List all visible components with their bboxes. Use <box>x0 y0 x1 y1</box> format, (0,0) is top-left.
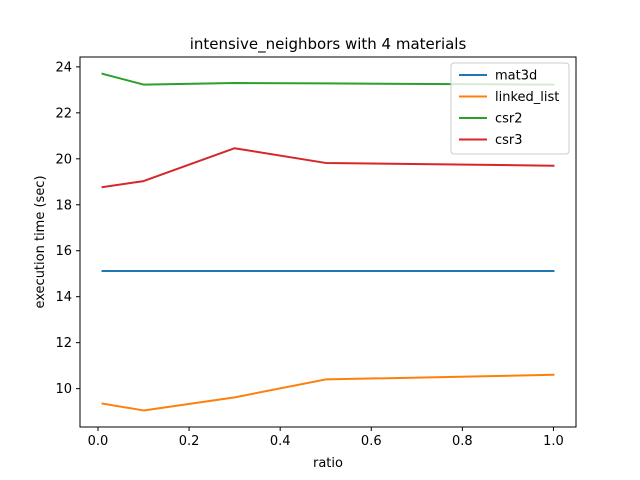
axes-frame <box>79 56 577 428</box>
y-axis-ticks: 10 12 14 16 18 20 22 24 <box>55 60 80 397</box>
y-tick-label: 14 <box>55 290 72 305</box>
y-tick-label: 24 <box>55 60 72 75</box>
series-line-linked-list <box>101 373 555 412</box>
series-line-csr3 <box>101 147 555 189</box>
x-tick-label: 1.0 <box>543 434 564 449</box>
legend-label: mat3d <box>495 69 537 84</box>
x-tick-label: 0.4 <box>270 434 291 449</box>
x-tick-label: 0.0 <box>88 434 109 449</box>
plot-area <box>101 72 555 412</box>
y-axis-label: execution time (sec) <box>33 175 48 308</box>
x-tick-label: 0.2 <box>179 434 200 449</box>
x-tick-label: 0.8 <box>452 434 473 449</box>
y-tick-label: 18 <box>55 198 72 213</box>
legend: mat3d linked_list csr2 csr3 <box>450 62 570 155</box>
legend-box <box>450 62 570 155</box>
y-tick-label: 16 <box>55 244 72 259</box>
legend-label: csr3 <box>495 133 523 148</box>
series-line-csr2 <box>101 72 555 86</box>
y-tick-label: 22 <box>55 106 72 121</box>
x-axis-ticks: 0.0 0.2 0.4 0.6 0.8 1.0 <box>88 427 564 449</box>
legend-label: csr2 <box>495 112 523 127</box>
x-axis-label: ratio <box>313 456 343 471</box>
x-tick-label: 0.6 <box>361 434 382 449</box>
y-tick-label: 12 <box>55 336 72 351</box>
y-tick-label: 20 <box>55 152 72 167</box>
chart-title: intensive_neighbors with 4 materials <box>190 35 467 54</box>
y-tick-label: 10 <box>55 382 72 397</box>
legend-label: linked_list <box>495 90 559 105</box>
